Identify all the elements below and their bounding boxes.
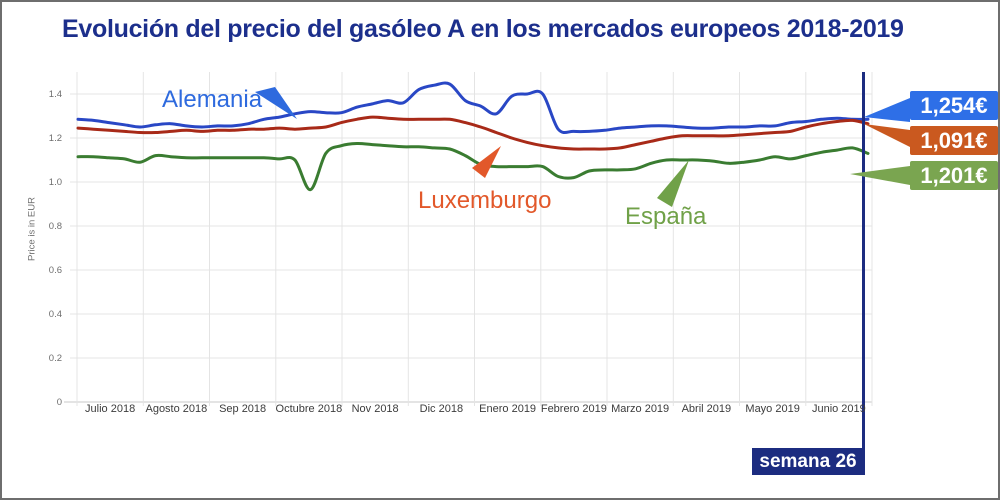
x-axis-label: Nov 2018 bbox=[351, 403, 399, 415]
x-axis-label: Abril 2019 bbox=[681, 403, 732, 415]
x-axis-label: Agosto 2018 bbox=[145, 403, 208, 415]
page-title: Evolución del precio del gasóleo A en lo… bbox=[62, 15, 904, 43]
y-tick-label: 0.8 bbox=[48, 221, 62, 232]
x-axis-label: Marzo 2019 bbox=[611, 403, 670, 415]
y-tick-label: 0.4 bbox=[48, 309, 62, 320]
series-label-espana: España bbox=[625, 203, 707, 230]
x-axis-label: Dic 2018 bbox=[419, 403, 464, 415]
y-tick-label: 1.4 bbox=[48, 89, 62, 100]
price-badge-alemania: 1,254€ bbox=[910, 91, 998, 120]
x-axis-label: Octubre 2018 bbox=[275, 403, 343, 415]
x-axis-label: Sep 2018 bbox=[219, 403, 267, 415]
y-tick-label: 0 bbox=[56, 397, 62, 408]
x-axis-label: Febrero 2019 bbox=[540, 403, 607, 415]
y-tick-label: 0.6 bbox=[48, 265, 62, 276]
y-tick-label: 1.0 bbox=[48, 177, 62, 188]
x-axis-label: Mayo 2019 bbox=[745, 403, 800, 415]
series-label-luxemburgo: Luxemburgo bbox=[418, 187, 552, 214]
price-badge-luxemburgo: 1,091€ bbox=[910, 126, 998, 155]
week-marker-label: semana 26 bbox=[752, 448, 864, 475]
price-badge-espana: 1,201€ bbox=[910, 161, 998, 190]
x-axis-label: Julio 2018 bbox=[85, 403, 136, 415]
series-label-alemania: Alemania bbox=[162, 86, 263, 113]
x-axis-label: Enero 2019 bbox=[479, 403, 537, 415]
y-tick-label: 1.2 bbox=[48, 133, 62, 144]
x-axis-label: Junio 2019 bbox=[811, 403, 866, 415]
y-tick-label: 0.2 bbox=[48, 353, 62, 364]
